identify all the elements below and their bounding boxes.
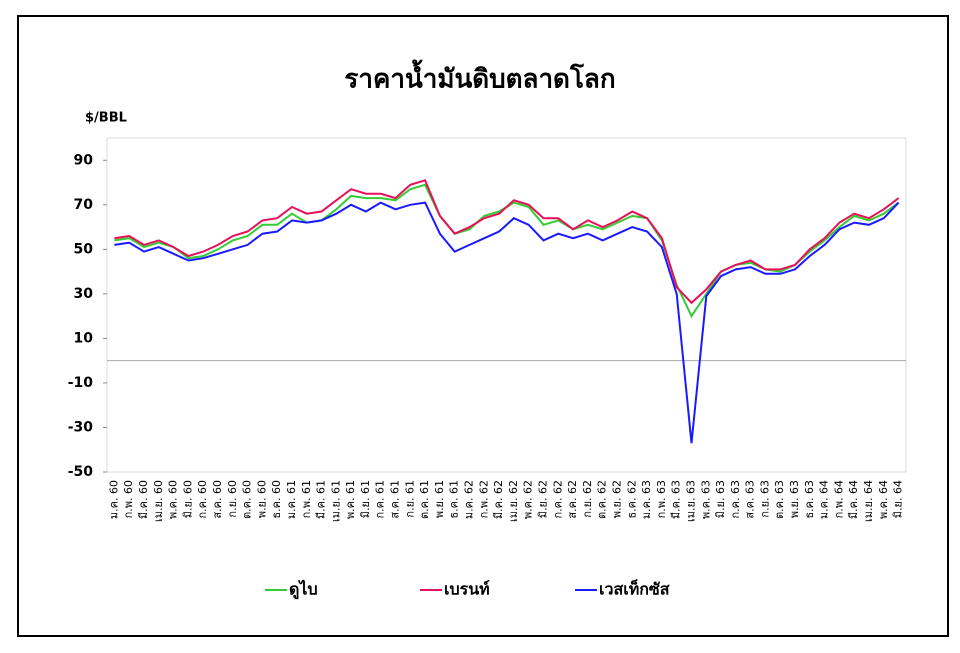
x-tick-label: มิ.ย. 60 xyxy=(181,480,194,518)
x-tick-label: ก.พ. 62 xyxy=(477,480,490,518)
y-tick-label: 30 xyxy=(74,286,94,302)
x-tick-label: มิ.ย. 64 xyxy=(892,480,905,518)
y-tick-label: 90 xyxy=(74,152,94,168)
legend-label: เบรนท์ xyxy=(444,580,490,599)
x-tick-label: มิ.ย. 61 xyxy=(359,480,372,518)
x-tick-label: พ.ค. 62 xyxy=(522,480,535,519)
x-tick-label: ก.พ. 61 xyxy=(300,480,313,518)
x-tick-label: ม.ค. 61 xyxy=(285,480,298,519)
x-tick-label: เม.ย. 63 xyxy=(684,480,697,522)
x-tick-label: ก.ค. 60 xyxy=(196,480,209,519)
x-tick-label: ส.ค. 60 xyxy=(211,480,224,519)
x-tick-label: มี.ค. 62 xyxy=(492,480,505,519)
x-tick-label: ก.ย. 62 xyxy=(581,480,594,518)
x-tick-label: พ.ค. 63 xyxy=(699,480,712,519)
x-tick-label: มี.ค. 60 xyxy=(137,480,150,519)
y-tick-label: -10 xyxy=(68,375,94,391)
x-tick-label: ก.พ. 60 xyxy=(122,480,135,518)
y-tick-label: 70 xyxy=(74,197,94,213)
x-tick-label: พ.ค. 64 xyxy=(877,480,890,519)
series-line xyxy=(114,179,900,305)
x-tick-label: ก.ย. 63 xyxy=(758,480,771,518)
y-tick-label: 10 xyxy=(74,330,94,346)
x-tick-label: ก.ค. 63 xyxy=(729,480,742,519)
x-tick-label: ก.ย. 61 xyxy=(403,480,416,518)
legend-label: ดูไบ xyxy=(289,580,318,601)
x-tick-label: ส.ค. 63 xyxy=(744,480,757,519)
plot-area xyxy=(106,137,907,473)
x-tick-label: พ.ค. 60 xyxy=(167,480,180,519)
y-tick-label: 50 xyxy=(74,241,94,257)
x-tick-label: ม.ค. 63 xyxy=(640,480,653,519)
y-axis-label: $/BBL xyxy=(85,111,127,126)
x-tick-label: ม.ค. 60 xyxy=(107,480,120,519)
x-tick-label: ธ.ค. 60 xyxy=(270,480,283,519)
x-tick-label: ต.ค. 63 xyxy=(773,480,786,519)
x-tick-label: ก.พ. 64 xyxy=(832,480,845,518)
x-tick-label: ต.ค. 62 xyxy=(596,480,609,519)
x-tick-label: ธ.ค. 61 xyxy=(448,480,461,519)
x-tick-label: ม.ค. 62 xyxy=(463,480,476,519)
x-tick-label: ธ.ค. 62 xyxy=(625,480,638,519)
x-tick-label: ต.ค. 61 xyxy=(418,480,431,519)
x-tick-label: มิ.ย. 63 xyxy=(714,480,727,518)
chart-title: ราคาน้ำมันดิบตลาดโลก xyxy=(344,59,615,95)
x-tick-label: เม.ย. 64 xyxy=(862,480,875,522)
x-tick-label: มี.ค. 63 xyxy=(670,480,683,519)
legend-label: เวสเท็กซัส xyxy=(599,578,670,599)
x-tick-label: ธ.ค. 63 xyxy=(803,480,816,519)
x-tick-label: ม.ค. 64 xyxy=(818,480,831,519)
series-line xyxy=(114,201,900,444)
x-tick-label: พ.ย. 63 xyxy=(788,480,801,518)
x-tick-label: ก.ค. 61 xyxy=(374,480,387,519)
x-tick-label: ต.ค. 60 xyxy=(241,480,254,519)
x-tick-label: ส.ค. 61 xyxy=(389,480,402,519)
x-tick-label: มี.ค. 61 xyxy=(315,480,328,519)
x-tick-label: มี.ค. 64 xyxy=(847,480,860,519)
x-tick-label: เม.ย. 61 xyxy=(329,480,342,522)
x-tick-label: มิ.ย. 62 xyxy=(536,480,549,518)
x-tick-label: พ.ค. 61 xyxy=(344,480,357,519)
x-tick-label: ส.ค. 62 xyxy=(566,480,579,519)
x-tick-label: ก.ค. 62 xyxy=(551,480,564,519)
y-tick-label: -50 xyxy=(68,464,94,480)
x-tick-label: ก.พ. 63 xyxy=(655,480,668,518)
x-tick-label: ก.ย. 60 xyxy=(226,480,239,518)
x-tick-label: พ.ย. 60 xyxy=(255,480,268,518)
x-tick-label: เม.ย. 60 xyxy=(152,480,165,522)
x-tick-label: เม.ย. 62 xyxy=(507,480,520,522)
x-tick-label: พ.ย. 61 xyxy=(433,480,446,518)
x-tick-label: พ.ย. 62 xyxy=(610,480,623,518)
y-tick-label: -30 xyxy=(68,419,94,435)
